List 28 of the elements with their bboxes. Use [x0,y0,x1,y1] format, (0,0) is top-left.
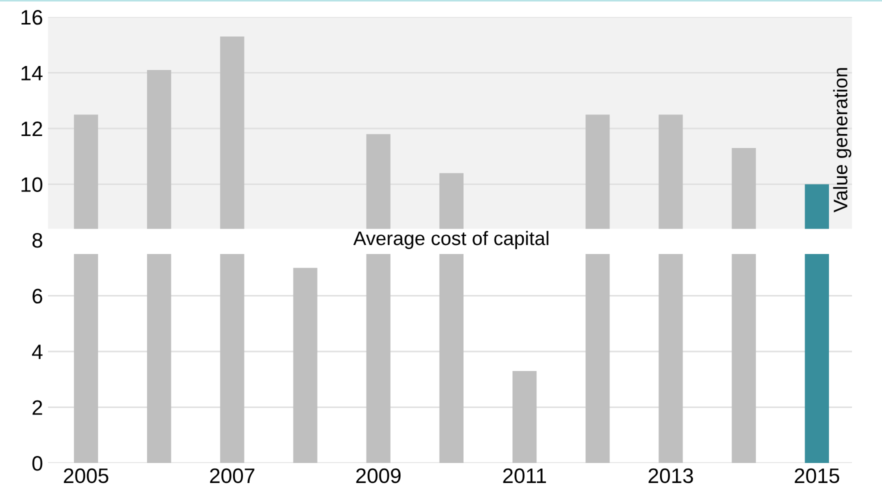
y-tick-label: 6 [32,288,42,304]
bar [366,254,390,463]
y-tick-label: 2 [32,400,42,415]
x-tick-label: 2009 [356,468,401,484]
bar [658,254,683,463]
bar [732,254,756,463]
bar [512,371,537,463]
x-tick-label: 2011 [503,468,546,484]
y-tick-label: 16 [22,10,42,25]
y-tick-label: 0 [32,456,42,471]
y-tick-label: 12 [22,122,42,136]
bar [220,254,244,463]
x-tick-label: 2015 [794,468,840,484]
y-tick-label: 4 [32,344,43,360]
x-tick-label: 2005 [64,468,108,484]
x-tick-label: 2007 [210,468,254,484]
bar [293,268,318,463]
y-tick-label: 8 [32,233,42,248]
band-label: Value generation [833,68,852,212]
x-tick-label: 2013 [648,468,693,484]
bar [439,254,464,463]
bar [804,254,829,463]
bar [147,254,172,463]
bar [74,254,98,463]
y-tick-label: 10 [22,177,42,192]
band-label: Average cost of capital [353,230,548,250]
y-tick-label: 14 [22,66,43,80]
bar [586,254,610,463]
